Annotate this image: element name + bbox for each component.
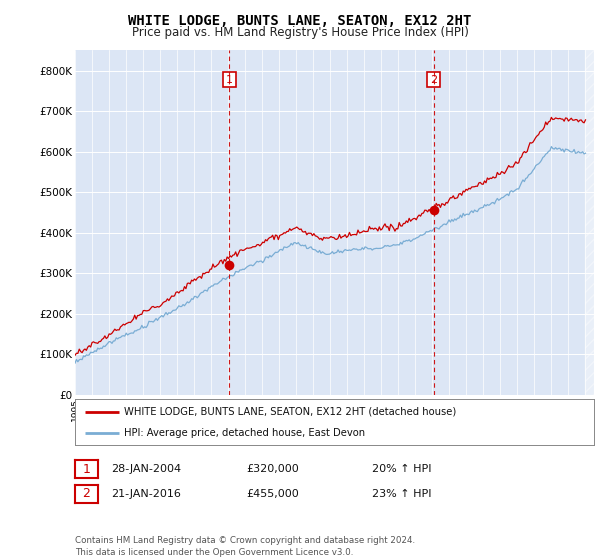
- Bar: [586, 50, 594, 395]
- Text: 28-JAN-2004: 28-JAN-2004: [111, 464, 181, 474]
- Text: 2: 2: [82, 487, 91, 501]
- Text: HPI: Average price, detached house, East Devon: HPI: Average price, detached house, East…: [124, 428, 365, 438]
- Text: WHITE LODGE, BUNTS LANE, SEATON, EX12 2HT: WHITE LODGE, BUNTS LANE, SEATON, EX12 2H…: [128, 14, 472, 28]
- Text: WHITE LODGE, BUNTS LANE, SEATON, EX12 2HT (detached house): WHITE LODGE, BUNTS LANE, SEATON, EX12 2H…: [124, 407, 457, 417]
- Text: 1: 1: [226, 74, 233, 85]
- Text: Price paid vs. HM Land Registry's House Price Index (HPI): Price paid vs. HM Land Registry's House …: [131, 26, 469, 39]
- Text: 20% ↑ HPI: 20% ↑ HPI: [372, 464, 431, 474]
- Text: 23% ↑ HPI: 23% ↑ HPI: [372, 489, 431, 499]
- Text: £320,000: £320,000: [246, 464, 299, 474]
- Text: Contains HM Land Registry data © Crown copyright and database right 2024.
This d: Contains HM Land Registry data © Crown c…: [75, 536, 415, 557]
- Text: 21-JAN-2016: 21-JAN-2016: [111, 489, 181, 499]
- Text: 1: 1: [82, 463, 91, 476]
- Text: 2: 2: [430, 74, 437, 85]
- Text: £455,000: £455,000: [246, 489, 299, 499]
